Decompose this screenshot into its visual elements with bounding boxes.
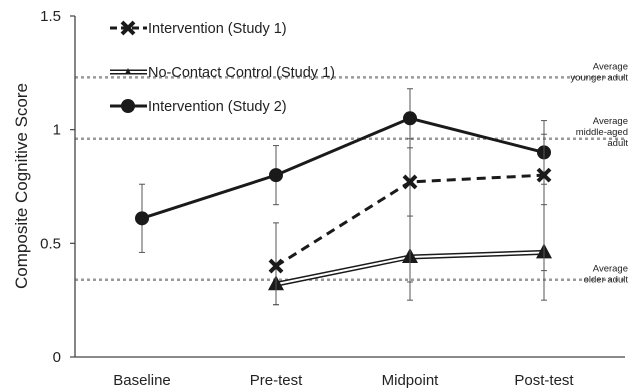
reference-label: adult (607, 138, 628, 149)
legend-label: No-Contact Control (Study 1) (148, 65, 335, 81)
x-tick-label: Pre-test (250, 372, 303, 389)
series-2 (135, 88, 551, 253)
data-point-x (536, 167, 552, 183)
axes: Composite Cognitive Score (12, 16, 625, 358)
data-point-circle (135, 211, 149, 226)
reference-label: middle-aged (576, 127, 628, 138)
legend-item-2: Intervention (Study 2) (110, 99, 287, 115)
series (135, 88, 552, 306)
axis-ticks: 0 0.5 1 1.5 Baseline Pre-test Midpoint Post-tes… (40, 8, 574, 389)
legend-item-0: Intervention (Study 1) (110, 20, 287, 37)
x-tick-label: Midpoint (382, 372, 440, 389)
series-0 (268, 133, 552, 306)
reference-label: younger adult (570, 72, 628, 83)
x-tick-label: Post-test (514, 372, 574, 389)
y-tick-label: 1 (53, 122, 61, 139)
legend-label: Intervention (Study 2) (148, 99, 287, 115)
y-axis-label: Composite Cognitive Score (12, 83, 31, 289)
legend: Intervention (Study 1) No-Contact Control… (110, 20, 335, 115)
y-tick-label: 0 (53, 349, 61, 366)
legend-label: Intervention (Study 1) (148, 21, 287, 37)
data-point-circle (121, 99, 135, 113)
legend-item-1: No-Contact Control (Study 1) (110, 65, 335, 81)
data-point-x (268, 258, 284, 274)
series-line (141, 116, 545, 220)
y-tick-label: 1.5 (40, 8, 61, 25)
reference-label: Average (593, 264, 628, 275)
reference-label: Average (593, 116, 628, 127)
legend-marker (125, 68, 131, 74)
data-point-x (402, 174, 418, 190)
y-tick-label: 0.5 (40, 235, 61, 252)
reference-label: older adult (584, 275, 629, 286)
data-point-circle (269, 168, 283, 183)
data-point-circle (403, 111, 417, 126)
x-tick-label: Baseline (113, 372, 171, 389)
data-point-x (120, 20, 136, 36)
reference-label: Average (593, 61, 628, 72)
